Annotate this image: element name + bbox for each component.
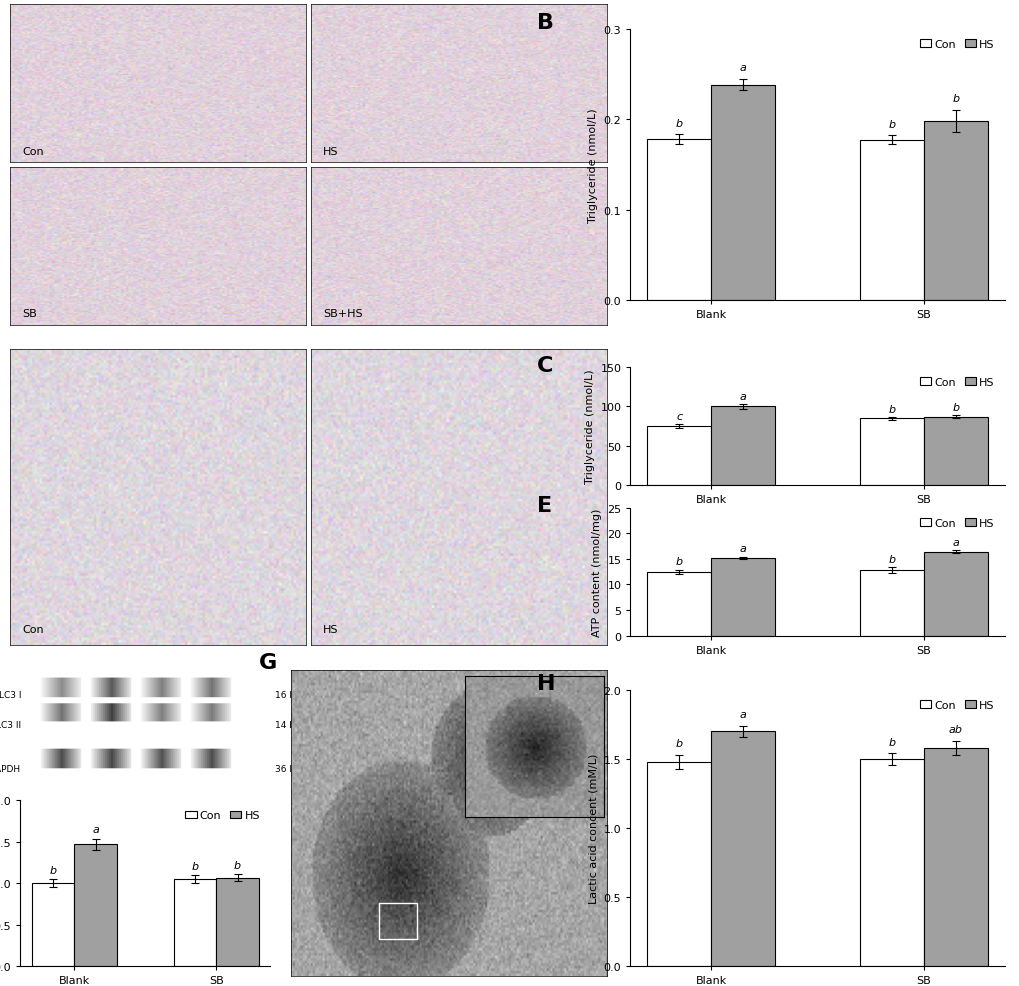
Text: SB+HS: SB+HS bbox=[323, 309, 362, 319]
Text: a: a bbox=[739, 63, 746, 73]
Bar bbox=[173, 880, 216, 966]
Bar bbox=[923, 122, 986, 301]
Text: ab: ab bbox=[948, 725, 962, 735]
Text: Con: Con bbox=[22, 624, 44, 634]
Bar bbox=[647, 140, 710, 301]
Text: a: a bbox=[739, 544, 746, 554]
Text: b: b bbox=[233, 860, 240, 871]
Text: LC3 II: LC3 II bbox=[0, 720, 21, 729]
Bar bbox=[710, 558, 774, 636]
Text: LC3 I: LC3 I bbox=[0, 690, 21, 699]
Text: H: H bbox=[536, 673, 554, 693]
Bar bbox=[216, 878, 259, 966]
Y-axis label: Triglyceride (nmol/L): Triglyceride (nmol/L) bbox=[584, 370, 594, 484]
Bar bbox=[710, 86, 774, 301]
Bar bbox=[32, 883, 74, 966]
Text: c: c bbox=[676, 411, 682, 421]
Bar bbox=[923, 748, 986, 966]
Text: b: b bbox=[888, 737, 895, 746]
Text: 16 kd: 16 kd bbox=[275, 690, 301, 699]
Text: b: b bbox=[888, 404, 895, 414]
Text: b: b bbox=[888, 119, 895, 129]
Bar bbox=[74, 845, 117, 966]
Bar bbox=[710, 732, 774, 966]
Text: G: G bbox=[259, 652, 277, 672]
Text: b: b bbox=[675, 118, 682, 128]
Text: a: a bbox=[739, 391, 746, 401]
Text: 14 kd: 14 kd bbox=[275, 720, 300, 729]
Bar bbox=[647, 572, 710, 636]
Text: GAPDH: GAPDH bbox=[0, 764, 21, 774]
Text: a: a bbox=[739, 709, 746, 719]
Bar bbox=[859, 759, 923, 966]
Bar bbox=[923, 417, 986, 485]
Y-axis label: Lactic acid concent (mM/L): Lactic acid concent (mM/L) bbox=[587, 753, 597, 903]
Bar bbox=[710, 407, 774, 485]
Text: a: a bbox=[952, 537, 958, 548]
Text: B: B bbox=[536, 14, 553, 34]
Bar bbox=[859, 419, 923, 485]
Text: 36 kd: 36 kd bbox=[275, 764, 301, 774]
Legend: Con, HS: Con, HS bbox=[914, 696, 999, 715]
Y-axis label: ATP content (nmol/mg): ATP content (nmol/mg) bbox=[591, 508, 601, 636]
Text: b: b bbox=[50, 865, 57, 876]
Text: SB: SB bbox=[22, 309, 37, 319]
Bar bbox=[647, 427, 710, 485]
Text: b: b bbox=[192, 861, 199, 871]
Bar bbox=[859, 141, 923, 301]
Legend: Con, HS: Con, HS bbox=[180, 807, 265, 825]
Text: Con: Con bbox=[22, 146, 44, 157]
Text: b: b bbox=[952, 402, 959, 413]
Text: C: C bbox=[536, 356, 552, 376]
Legend: Con, HS: Con, HS bbox=[914, 514, 999, 532]
Legend: Con, HS: Con, HS bbox=[914, 374, 999, 392]
Text: HS: HS bbox=[323, 624, 338, 634]
Text: b: b bbox=[888, 554, 895, 564]
Text: E: E bbox=[536, 496, 551, 516]
Bar bbox=[859, 571, 923, 636]
Y-axis label: Triglyceride (nmol/L): Triglyceride (nmol/L) bbox=[587, 107, 597, 223]
Bar bbox=[923, 552, 986, 636]
Text: b: b bbox=[675, 739, 682, 748]
Bar bbox=[647, 762, 710, 966]
Text: b: b bbox=[675, 557, 682, 567]
Text: HS: HS bbox=[323, 146, 338, 157]
Legend: Con, HS: Con, HS bbox=[914, 35, 999, 54]
Text: b: b bbox=[952, 94, 959, 105]
Text: a: a bbox=[92, 824, 99, 834]
